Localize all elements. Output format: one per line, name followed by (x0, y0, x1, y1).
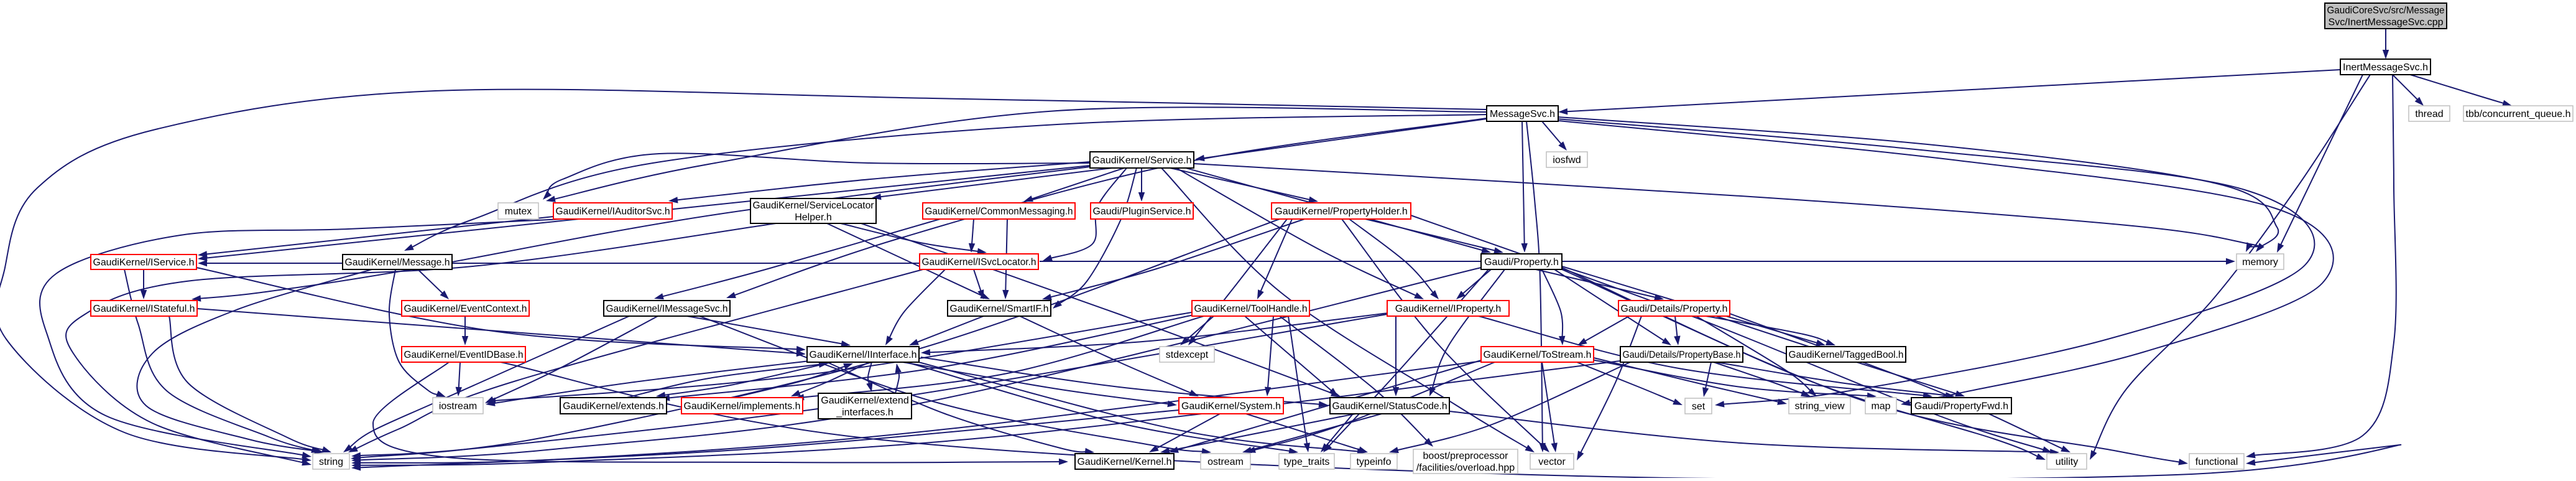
svg-text:GaudiKernel/Service.h: GaudiKernel/Service.h (1092, 156, 1192, 166)
svg-text:memory: memory (2242, 257, 2278, 268)
svg-text:functional: functional (2195, 457, 2238, 467)
svg-text:set: set (1692, 401, 1706, 412)
svg-text:GaudiKernel/IInterface.h: GaudiKernel/IInterface.h (810, 350, 917, 360)
svg-text:GaudiKernel/CommonMessaging.h: GaudiKernel/CommonMessaging.h (925, 207, 1073, 217)
svg-text:GaudiKernel/ISvcLocator.h: GaudiKernel/ISvcLocator.h (922, 257, 1036, 268)
svg-text:iostream: iostream (439, 401, 477, 412)
svg-text:GaudiKernel/System.h: GaudiKernel/System.h (1181, 401, 1281, 412)
svg-text:InertMessageSvc.h: InertMessageSvc.h (2343, 62, 2428, 73)
svg-text:GaudiKernel/EventContext.h: GaudiKernel/EventContext.h (404, 304, 527, 314)
svg-text:boost/preprocessor: boost/preprocessor (1423, 451, 1509, 462)
svg-text:GaudiKernel/Kernel.h: GaudiKernel/Kernel.h (1078, 457, 1172, 467)
svg-text:GaudiKernel/implements.h: GaudiKernel/implements.h (684, 401, 801, 412)
svg-text:GaudiKernel/IService.h: GaudiKernel/IService.h (93, 258, 195, 268)
svg-text:GaudiKernel/IProperty.h: GaudiKernel/IProperty.h (1395, 304, 1501, 314)
svg-text:string: string (319, 457, 343, 467)
svg-text:GaudiKernel/IAuditorSvc.h: GaudiKernel/IAuditorSvc.h (556, 207, 670, 217)
svg-text:thread: thread (2415, 109, 2443, 119)
svg-text:Helper.h: Helper.h (795, 212, 832, 223)
svg-text:GaudiKernel/ToolHandle.h: GaudiKernel/ToolHandle.h (1194, 304, 1308, 314)
svg-text:Svc/InertMessageSvc.cpp: Svc/InertMessageSvc.cpp (2329, 17, 2444, 28)
svg-text:GaudiKernel/extends.h: GaudiKernel/extends.h (563, 401, 664, 412)
svg-text:stdexcept: stdexcept (1166, 350, 1209, 360)
svg-text:GaudiKernel/ServiceLocator: GaudiKernel/ServiceLocator (753, 200, 875, 211)
svg-text:GaudiKernel/ToStream.h: GaudiKernel/ToStream.h (1484, 350, 1592, 360)
svg-text:mutex: mutex (505, 207, 532, 217)
svg-text:/facilities/overload.hpp: /facilities/overload.hpp (1416, 463, 1515, 474)
svg-text:GaudiKernel/IStateful.h: GaudiKernel/IStateful.h (93, 304, 195, 314)
svg-text:MessageSvc.h: MessageSvc.h (1490, 109, 1555, 119)
svg-text:_interfaces.h: _interfaces.h (836, 408, 893, 418)
svg-text:GaudiKernel/Message.h: GaudiKernel/Message.h (345, 258, 450, 268)
svg-text:GaudiKernel/extend: GaudiKernel/extend (821, 396, 908, 406)
svg-text:string_view: string_view (1794, 401, 1844, 412)
svg-text:tbb/concurrent_queue.h: tbb/concurrent_queue.h (2466, 109, 2571, 119)
svg-text:GaudiKernel/IMessageSvc.h: GaudiKernel/IMessageSvc.h (606, 304, 728, 314)
svg-text:GaudiKernel/StatusCode.h: GaudiKernel/StatusCode.h (1332, 401, 1447, 412)
svg-text:Gaudi/Details/PropertyBase.h: Gaudi/Details/PropertyBase.h (1623, 350, 1741, 360)
svg-text:Gaudi/Property.h: Gaudi/Property.h (1484, 257, 1559, 268)
svg-text:GaudiKernel/PropertyHolder.h: GaudiKernel/PropertyHolder.h (1275, 207, 1407, 217)
svg-text:map: map (1871, 401, 1890, 412)
svg-text:ostream: ostream (1207, 457, 1244, 467)
svg-text:Gaudi/PropertyFwd.h: Gaudi/PropertyFwd.h (1914, 401, 2008, 412)
svg-text:GaudiKernel/SmartIF.h: GaudiKernel/SmartIF.h (950, 304, 1049, 314)
svg-text:utility: utility (2056, 457, 2078, 467)
svg-text:Gaudi/PluginService.h: Gaudi/PluginService.h (1093, 207, 1191, 217)
svg-text:iosfwd: iosfwd (1553, 155, 1581, 166)
svg-text:GaudiKernel/TaggedBool.h: GaudiKernel/TaggedBool.h (1789, 350, 1904, 360)
svg-text:typeinfo: typeinfo (1356, 457, 1391, 467)
svg-text:type_traits: type_traits (1284, 457, 1330, 467)
svg-text:GaudiKernel/EventIDBase.h: GaudiKernel/EventIDBase.h (404, 350, 524, 360)
svg-text:vector: vector (1538, 457, 1566, 467)
svg-text:GaudiCoreSvc/src/Message: GaudiCoreSvc/src/Message (2327, 6, 2445, 16)
svg-text:Gaudi/Details/Property.h: Gaudi/Details/Property.h (1621, 304, 1728, 314)
